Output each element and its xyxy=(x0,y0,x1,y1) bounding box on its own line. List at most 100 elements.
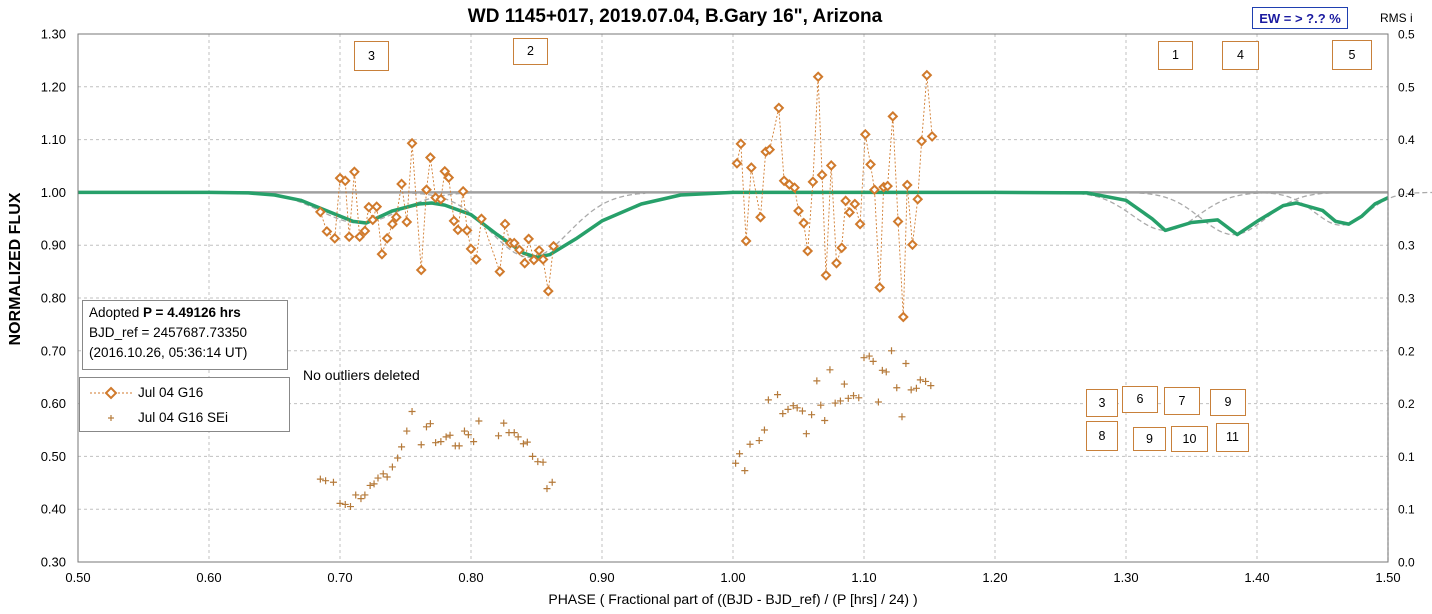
flux-point xyxy=(406,137,418,149)
flux-point xyxy=(421,184,432,196)
flux-point xyxy=(533,245,545,256)
component-dip-curve xyxy=(1115,191,1352,236)
event-box: 10 xyxy=(1171,426,1208,452)
sei-point xyxy=(902,359,910,367)
sei-point xyxy=(442,433,450,441)
flux-point xyxy=(452,224,464,236)
sei-point xyxy=(398,443,406,451)
flux-point xyxy=(793,205,804,217)
y2-tick-label: 0.4 xyxy=(1398,186,1415,200)
flux-point xyxy=(514,244,525,256)
sei-point xyxy=(907,386,915,394)
sei-point xyxy=(779,410,787,418)
flux-point xyxy=(745,162,757,173)
sei-point xyxy=(455,442,463,450)
sei-point xyxy=(366,481,374,489)
y-tick-label: 0.60 xyxy=(41,396,66,411)
sei-point xyxy=(543,485,551,493)
sei-point xyxy=(460,427,468,435)
sei-point xyxy=(426,420,434,428)
sei-point xyxy=(322,477,330,485)
component-dip-curve xyxy=(1047,191,1284,232)
y-tick-label: 1.10 xyxy=(41,132,66,147)
sei-point xyxy=(437,438,445,446)
flux-point xyxy=(740,235,752,247)
flux-point xyxy=(359,225,371,237)
flux-point xyxy=(812,71,824,83)
flux-point xyxy=(339,175,351,187)
flux-point xyxy=(390,211,402,223)
x-tick-label: 0.70 xyxy=(327,570,352,585)
event-box: 11 xyxy=(1216,423,1249,452)
flux-point xyxy=(508,237,520,249)
y2-tick-label: 0.3 xyxy=(1398,292,1415,306)
sei-point xyxy=(316,475,324,483)
flux-point xyxy=(789,182,800,194)
flux-point xyxy=(499,218,511,230)
sei-point xyxy=(802,430,810,438)
event-box: 5 xyxy=(1332,40,1372,70)
flux-point xyxy=(764,144,776,156)
flux-point xyxy=(321,226,333,237)
sei-point xyxy=(798,407,806,415)
sei-point xyxy=(836,397,844,405)
legend: Jul 04 G16 Jul 04 G16 SEi xyxy=(79,377,290,432)
y-tick-label: 1.00 xyxy=(41,185,66,200)
sei-point xyxy=(529,452,537,460)
sei-point xyxy=(840,380,848,388)
y2-tick-label: 0.2 xyxy=(1398,397,1415,411)
flux-point xyxy=(528,254,540,266)
flux-point xyxy=(820,269,832,281)
flux-point xyxy=(448,215,460,227)
sei-point xyxy=(519,440,527,448)
flux-point xyxy=(825,160,837,171)
event-box: 6 xyxy=(1122,386,1158,413)
legend-entry-flux: Jul 04 G16 xyxy=(80,383,289,403)
grid-lines xyxy=(77,33,1389,563)
sei-point xyxy=(346,503,354,511)
x-tick-label: 0.50 xyxy=(65,570,90,585)
outlier-note: No outliers deleted xyxy=(303,367,420,383)
sei-point xyxy=(888,347,896,355)
flux-point xyxy=(836,242,848,254)
flux-point xyxy=(494,266,506,278)
sei-point xyxy=(370,480,378,488)
flux-point xyxy=(523,233,535,245)
flux-point xyxy=(912,193,924,205)
flux-point xyxy=(443,172,455,184)
sei-point xyxy=(341,500,349,508)
sei-point xyxy=(860,354,868,362)
x-tick-label: 1.30 xyxy=(1113,570,1138,585)
axes xyxy=(77,33,1389,563)
flux-point xyxy=(849,198,861,210)
event-box: 8 xyxy=(1086,421,1118,451)
sei-point xyxy=(417,441,425,449)
flux-point xyxy=(773,102,785,114)
sei-point xyxy=(755,437,763,445)
flux-point xyxy=(371,201,383,213)
sei-point xyxy=(379,470,387,478)
flux-point xyxy=(435,193,447,205)
legend-label-sei: Jul 04 G16 SEi xyxy=(138,410,229,425)
flux-point xyxy=(537,254,549,265)
sei-point xyxy=(446,431,454,439)
y2-tick-label: 0.0 xyxy=(1398,556,1415,570)
sei-point xyxy=(394,454,402,462)
sei-point xyxy=(874,398,882,406)
flux-point xyxy=(343,231,355,243)
sei-point xyxy=(383,473,391,481)
period-line: Adopted P = 4.49126 hrs xyxy=(89,303,281,323)
sei-point xyxy=(500,419,508,427)
y2-tick-label: 0.5 xyxy=(1398,28,1415,42)
sei-point xyxy=(817,401,825,409)
sei-series xyxy=(316,347,935,511)
flux-point xyxy=(354,231,366,243)
x-tick-label: 0.60 xyxy=(196,570,221,585)
sei-point xyxy=(882,368,890,376)
sei-point xyxy=(878,366,886,374)
y2-tick-label: 0.1 xyxy=(1398,503,1415,517)
y2-tick-label: 0.5 xyxy=(1398,80,1415,94)
flux-point xyxy=(869,184,880,196)
flux-point xyxy=(859,128,871,140)
legend-entry-sei: Jul 04 G16 SEi xyxy=(80,408,289,428)
